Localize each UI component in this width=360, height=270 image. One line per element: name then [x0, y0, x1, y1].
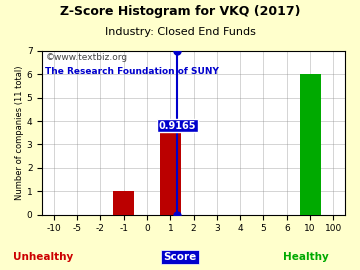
Text: 0.9165: 0.9165	[158, 121, 196, 131]
Text: ©www.textbiz.org: ©www.textbiz.org	[45, 53, 127, 62]
Bar	[160, 121, 181, 215]
Bar	[113, 191, 134, 215]
Text: Healthy: Healthy	[283, 252, 329, 262]
Text: The Research Foundation of SUNY: The Research Foundation of SUNY	[45, 67, 219, 76]
Text: Unhealthy: Unhealthy	[13, 252, 73, 262]
Text: Z-Score Histogram for VKQ (2017): Z-Score Histogram for VKQ (2017)	[60, 5, 300, 18]
Bar	[300, 74, 320, 215]
Text: Score: Score	[163, 252, 197, 262]
Y-axis label: Number of companies (11 total): Number of companies (11 total)	[15, 66, 24, 200]
Text: Industry: Closed End Funds: Industry: Closed End Funds	[104, 27, 256, 37]
